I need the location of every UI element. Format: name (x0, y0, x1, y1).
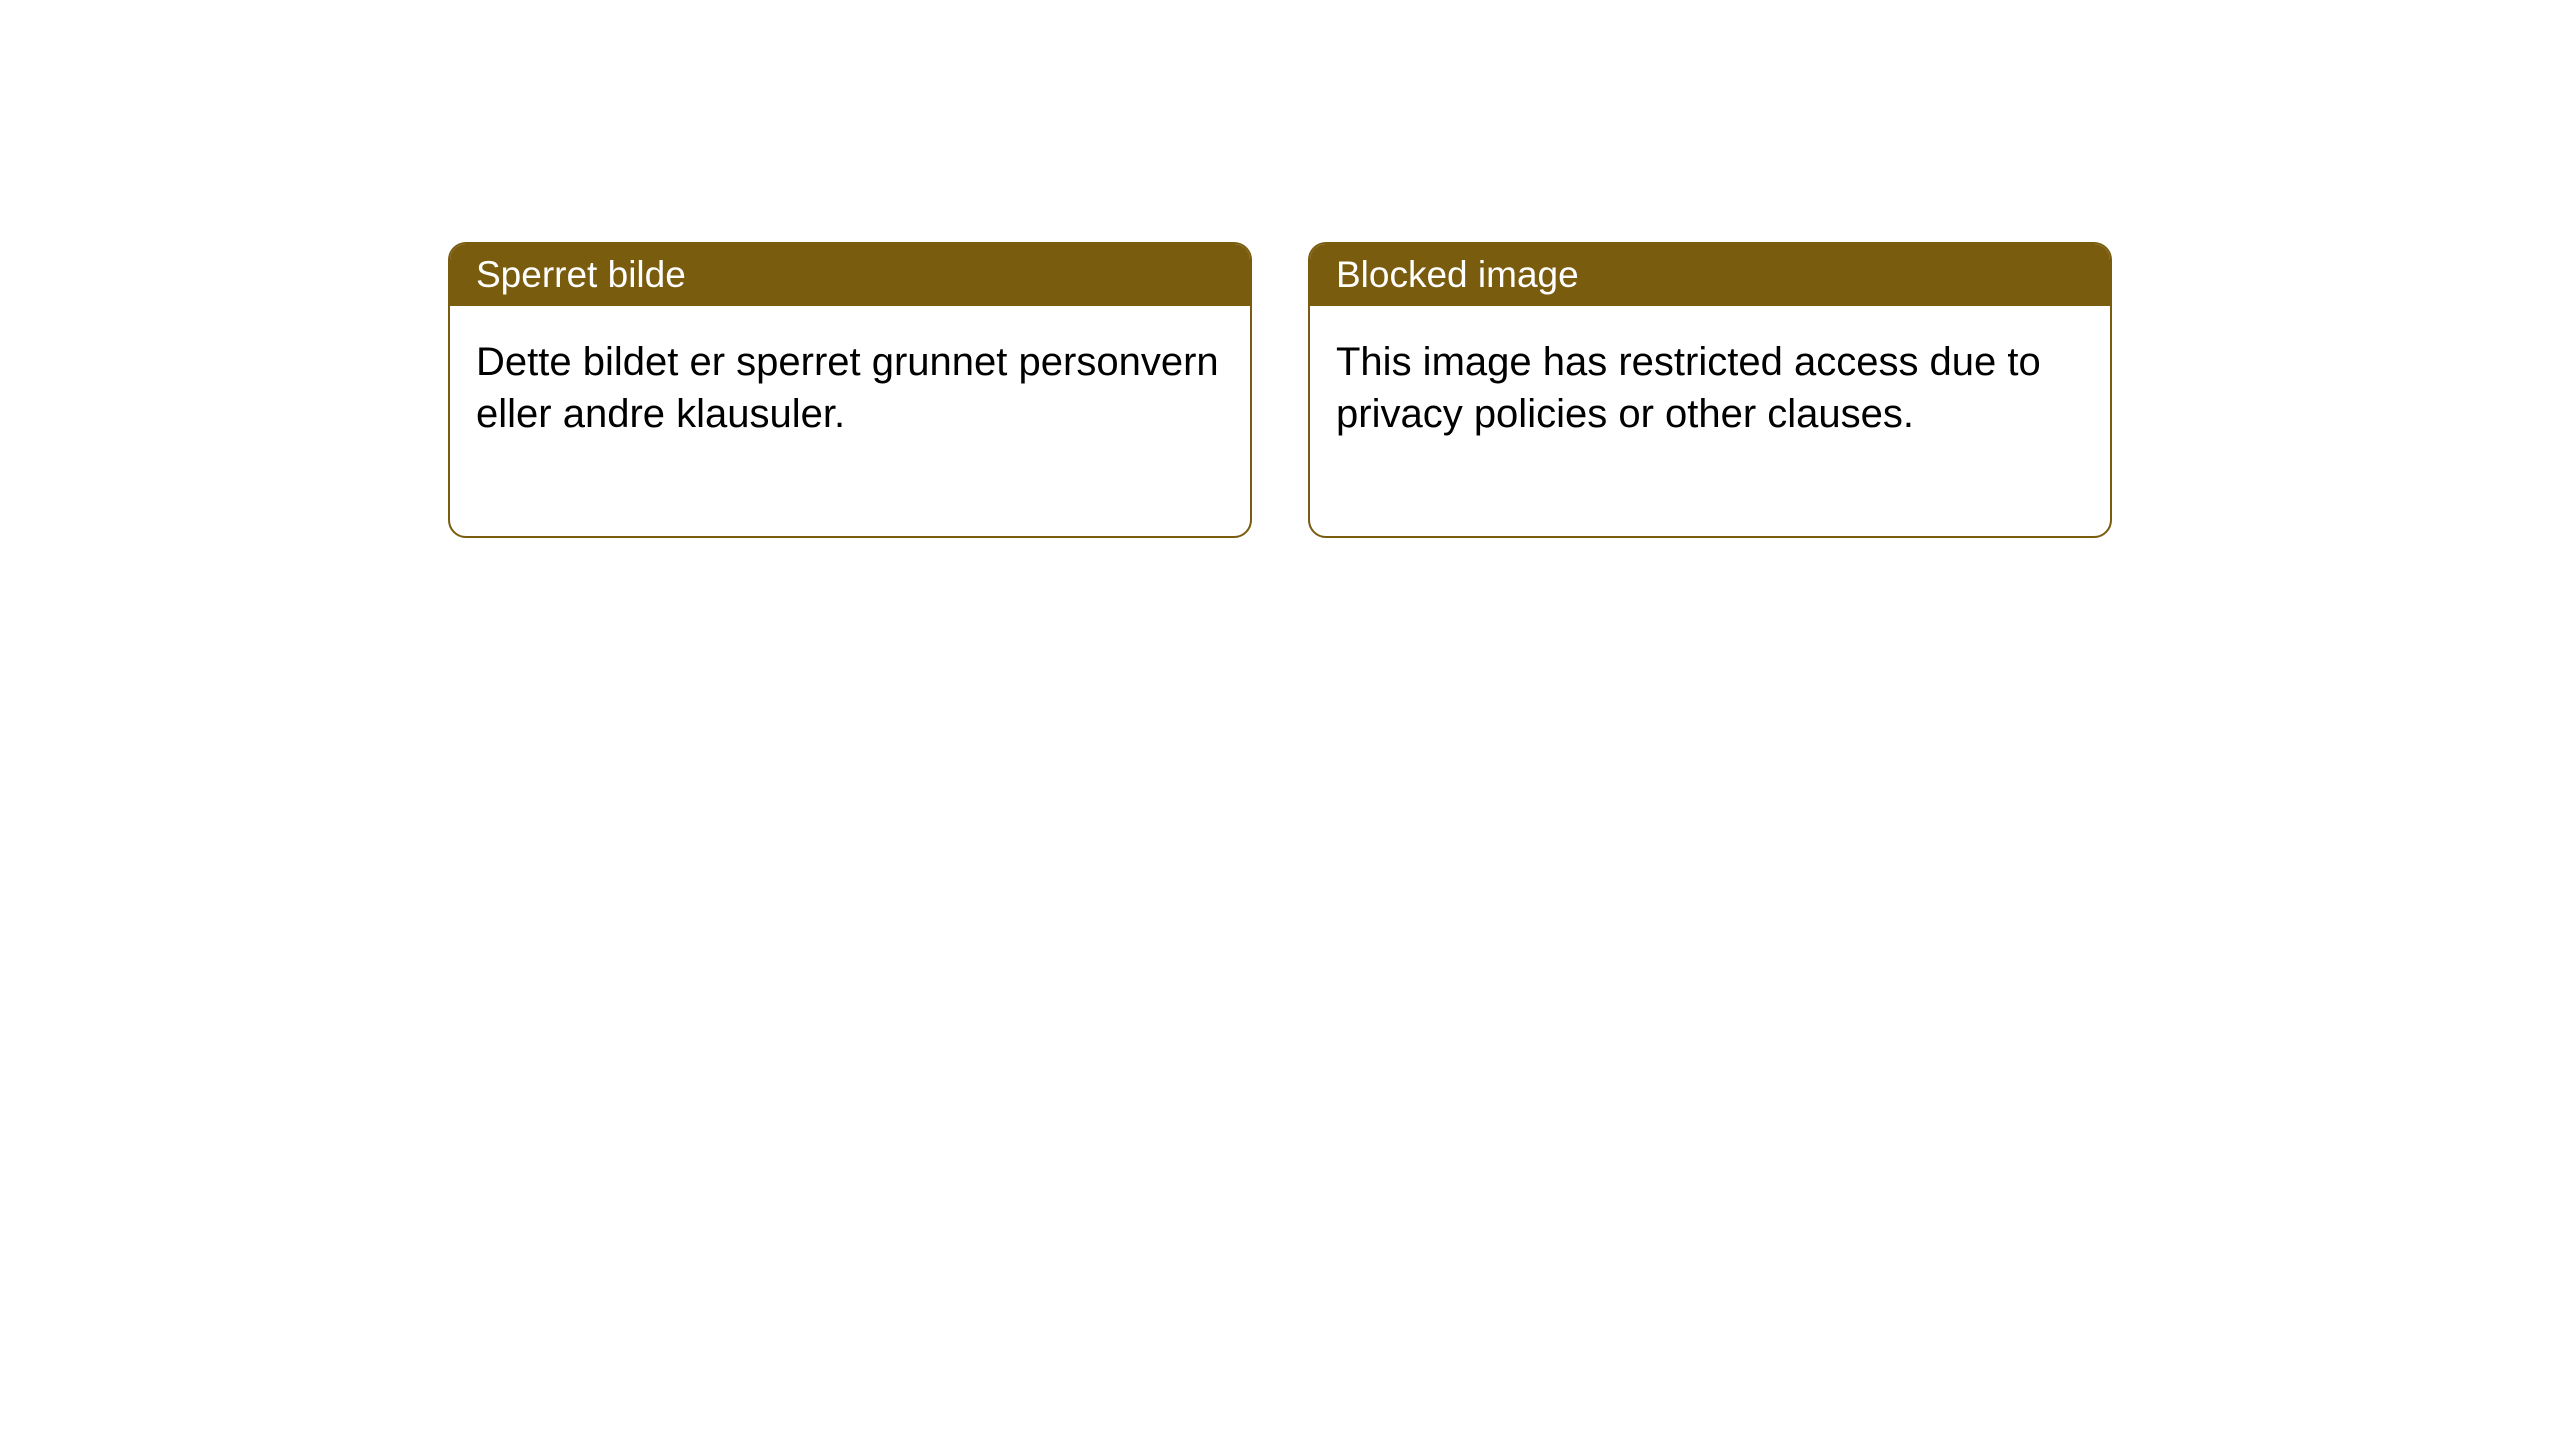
blocked-image-card-en: Blocked image This image has restricted … (1308, 242, 2112, 538)
card-header-en: Blocked image (1310, 244, 2110, 306)
card-body-en: This image has restricted access due to … (1310, 306, 2110, 536)
notice-container: Sperret bilde Dette bildet er sperret gr… (0, 0, 2560, 538)
blocked-image-card-no: Sperret bilde Dette bildet er sperret gr… (448, 242, 1252, 538)
card-body-no: Dette bildet er sperret grunnet personve… (450, 306, 1250, 536)
card-header-no: Sperret bilde (450, 244, 1250, 306)
